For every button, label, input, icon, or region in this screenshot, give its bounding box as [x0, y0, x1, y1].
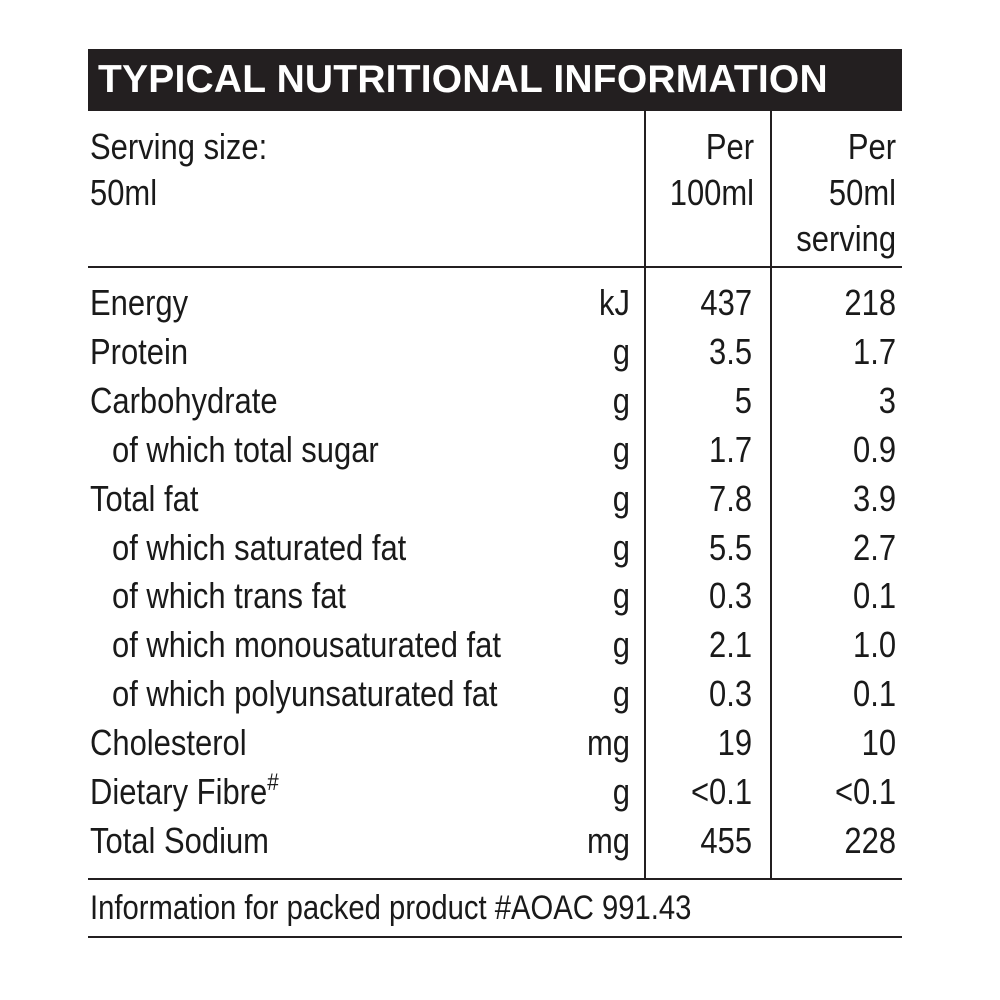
value-per-100ml: 0.3	[708, 575, 752, 617]
nutrient-name: of which trans fat	[112, 572, 346, 620]
value-per-100ml: 2.1	[708, 624, 752, 666]
value-per-serving: 1.7	[852, 330, 896, 372]
panel-title: TYPICAL NUTRITIONAL INFORMATION	[88, 49, 902, 111]
value-per-serving: 218	[844, 282, 896, 323]
col1-header-line2: 100ml	[669, 172, 754, 213]
footer-divider-bottom	[88, 936, 902, 938]
col2-header-line1: Per	[847, 126, 896, 167]
nutrient-name: of which saturated fat	[112, 524, 406, 572]
value-per-100ml: 19	[717, 722, 752, 764]
nutrient-name-text: Total fat	[90, 477, 199, 519]
footer-divider-top	[88, 878, 902, 880]
nutrient-name: Cholesterol	[90, 719, 247, 767]
value-per-serving: 1.0	[852, 624, 896, 666]
nutrient-name: Protein	[90, 328, 188, 376]
nutrient-unit: g	[612, 771, 630, 812]
value-per-100ml: 455	[700, 819, 752, 861]
nutrient-unit: g	[612, 477, 630, 519]
nutrient-name-text: of which saturated fat	[112, 526, 407, 568]
nutrient-name-text: Energy	[90, 282, 189, 323]
nutrient-name: Total fat	[90, 475, 198, 523]
nutrient-name-text: Protein	[90, 330, 189, 372]
nutrient-name-text: Carbohydrate	[90, 379, 278, 421]
nutrient-unit: g	[612, 379, 630, 421]
nutrient-name: Total Sodium	[90, 817, 269, 865]
nutrient-unit: g	[612, 575, 630, 617]
serving-size-label: Serving size:	[90, 126, 268, 167]
col1-header-line1: Per	[705, 126, 754, 167]
nutrient-name-text: Dietary Fibre	[90, 771, 268, 812]
nutrient-unit: g	[612, 428, 630, 470]
nutrient-name: of which total sugar	[112, 426, 379, 474]
serving-size-value: 50ml	[90, 172, 158, 213]
nutrient-unit: mg	[586, 722, 630, 764]
nutrient-name-text: of which total sugar	[112, 428, 379, 470]
value-per-100ml: 1.7	[708, 428, 752, 470]
nutrient-name: Dietary Fibre#	[90, 768, 279, 816]
value-per-100ml: 5	[734, 379, 752, 421]
nutrition-panel: TYPICAL NUTRITIONAL INFORMATION Serving …	[88, 49, 902, 939]
value-per-serving: 3	[878, 379, 896, 421]
column-divider-1	[644, 111, 646, 879]
nutrient-name: of which polyunsaturated fat	[112, 670, 498, 718]
nutrient-name-text: of which trans fat	[112, 575, 347, 617]
nutrient-unit: g	[612, 624, 630, 666]
value-per-100ml: 7.8	[708, 477, 752, 519]
footer-note: Information for packed product #AOAC 991…	[90, 889, 692, 927]
value-per-100ml: 3.5	[708, 330, 752, 372]
value-per-100ml: 437	[700, 282, 752, 323]
footnote-marker: #	[267, 769, 279, 796]
col2-header-line2: 50ml	[828, 172, 896, 213]
nutrient-unit: g	[612, 526, 630, 568]
nutrient-name-text: Total Sodium	[90, 819, 269, 861]
nutrient-unit: mg	[586, 819, 630, 861]
value-per-serving: 0.9	[852, 428, 896, 470]
value-per-serving: 0.1	[852, 673, 896, 715]
header-divider	[88, 266, 902, 268]
value-per-serving: 3.9	[852, 477, 896, 519]
nutrient-name: of which monousaturated fat	[112, 621, 501, 669]
nutrient-unit: kJ	[599, 282, 630, 323]
nutrient-name: Carbohydrate	[90, 377, 278, 425]
value-per-serving: 2.7	[852, 526, 896, 568]
value-per-serving: 228	[844, 819, 896, 861]
value-per-100ml: <0.1	[690, 771, 752, 812]
nutrient-name-text: Cholesterol	[90, 722, 247, 764]
column-divider-2	[770, 111, 772, 879]
nutrient-name-text: of which monousaturated fat	[112, 624, 501, 666]
nutrient-unit: g	[612, 673, 630, 715]
col2-header-line3: serving	[796, 218, 896, 259]
value-per-serving: 10	[861, 722, 896, 764]
value-per-serving: 0.1	[852, 575, 896, 617]
value-per-100ml: 5.5	[708, 526, 752, 568]
value-per-serving: <0.1	[834, 771, 896, 812]
nutrient-name-text: of which polyunsaturated fat	[112, 673, 498, 715]
value-per-100ml: 0.3	[708, 673, 752, 715]
nutrient-name: Energy	[90, 279, 188, 327]
nutrient-unit: g	[612, 330, 630, 372]
